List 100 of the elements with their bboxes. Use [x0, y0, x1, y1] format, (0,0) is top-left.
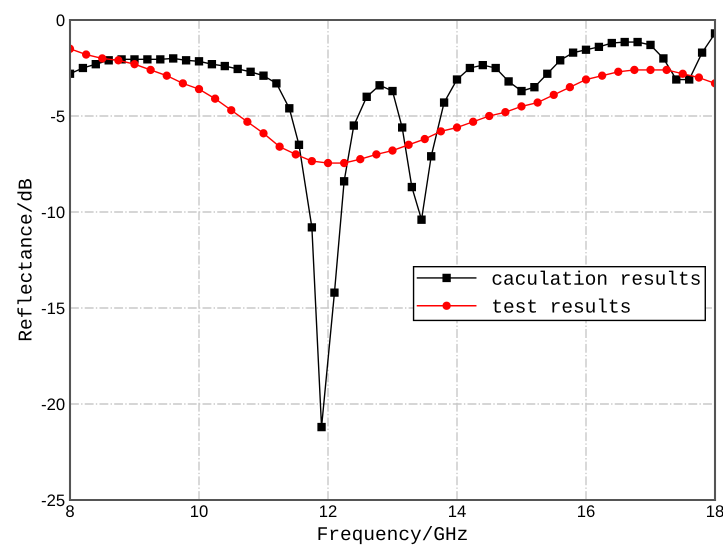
- point: [582, 46, 590, 54]
- point: [259, 72, 268, 80]
- point: [694, 73, 704, 82]
- point: [194, 57, 204, 66]
- point: [543, 70, 552, 78]
- point: [178, 79, 188, 88]
- x-tick-label: 10: [191, 505, 208, 518]
- point: [372, 150, 381, 159]
- point: [92, 60, 100, 68]
- point: [308, 156, 316, 166]
- point: [294, 140, 304, 149]
- point: [517, 86, 526, 96]
- point: [398, 123, 406, 132]
- point: [308, 223, 316, 232]
- point: [340, 158, 348, 168]
- point: [608, 38, 616, 48]
- point: [698, 48, 706, 57]
- point: [659, 54, 668, 63]
- point: [478, 60, 487, 70]
- y-axis-title: Reflectance/dB: [17, 179, 32, 340]
- point: [550, 90, 558, 100]
- point: [210, 94, 220, 103]
- point: [646, 40, 655, 50]
- y-tick-label: -5: [51, 110, 64, 122]
- legend-label: test results: [493, 298, 630, 313]
- x-tick-label: 12: [320, 505, 336, 517]
- y-tick-label: -15: [42, 302, 64, 314]
- point: [324, 158, 332, 168]
- x-tick-label: 14: [449, 505, 466, 517]
- point: [78, 64, 88, 72]
- point: [169, 54, 178, 63]
- point: [678, 70, 687, 78]
- point: [388, 86, 397, 96]
- point: [417, 216, 426, 224]
- point: [685, 75, 694, 84]
- point: [598, 72, 606, 80]
- point: [375, 81, 384, 90]
- point: [620, 38, 629, 46]
- point: [114, 56, 123, 64]
- point: [292, 150, 300, 159]
- point: [568, 48, 578, 57]
- point: [275, 142, 284, 151]
- point: [504, 77, 513, 86]
- point: [272, 79, 281, 88]
- point: [246, 68, 255, 76]
- point: [234, 64, 242, 74]
- point: [468, 118, 478, 126]
- y-tick-label: 0: [56, 14, 64, 26]
- point: [672, 75, 680, 84]
- point: [98, 54, 106, 63]
- point: [317, 422, 326, 432]
- point: [208, 60, 216, 68]
- y-tick-label: -25: [42, 494, 64, 506]
- point: [194, 84, 204, 94]
- point: [146, 66, 155, 74]
- point: [388, 146, 397, 155]
- point: [356, 155, 364, 164]
- point: [130, 60, 139, 68]
- point: [156, 55, 164, 64]
- point: [162, 72, 171, 80]
- point: [630, 66, 639, 74]
- point: [646, 66, 655, 74]
- point: [533, 98, 542, 107]
- point: [492, 64, 500, 72]
- point: [330, 288, 339, 297]
- point: [143, 55, 152, 64]
- legend-label: caculation results: [492, 270, 700, 285]
- point: [243, 118, 252, 126]
- point: [452, 123, 462, 132]
- point: [662, 66, 671, 74]
- y-tick-label: -10: [42, 206, 64, 218]
- point: [259, 129, 268, 138]
- point: [227, 106, 236, 114]
- x-tick-label: 8: [66, 505, 74, 518]
- point: [436, 127, 446, 136]
- point: [427, 152, 436, 160]
- point: [82, 50, 90, 59]
- y-tick-label: -20: [42, 398, 64, 410]
- x-axis-title: Frequency/GHz: [318, 526, 467, 544]
- point: [182, 56, 190, 64]
- point: [566, 83, 574, 92]
- point: [452, 75, 462, 84]
- point: [220, 62, 229, 70]
- point: [530, 83, 539, 92]
- point: [340, 177, 348, 186]
- point: [362, 92, 371, 101]
- point: [501, 108, 510, 116]
- point: [285, 104, 294, 112]
- point: [350, 121, 358, 130]
- point: [404, 140, 413, 149]
- point: [440, 98, 448, 107]
- point: [556, 56, 564, 64]
- point: [614, 68, 622, 76]
- point: [408, 182, 416, 192]
- point: [517, 102, 526, 111]
- x-tick-label: 16: [578, 505, 595, 518]
- point: [420, 134, 429, 144]
- point: [466, 64, 474, 72]
- point: [594, 42, 604, 52]
- point: [582, 75, 590, 84]
